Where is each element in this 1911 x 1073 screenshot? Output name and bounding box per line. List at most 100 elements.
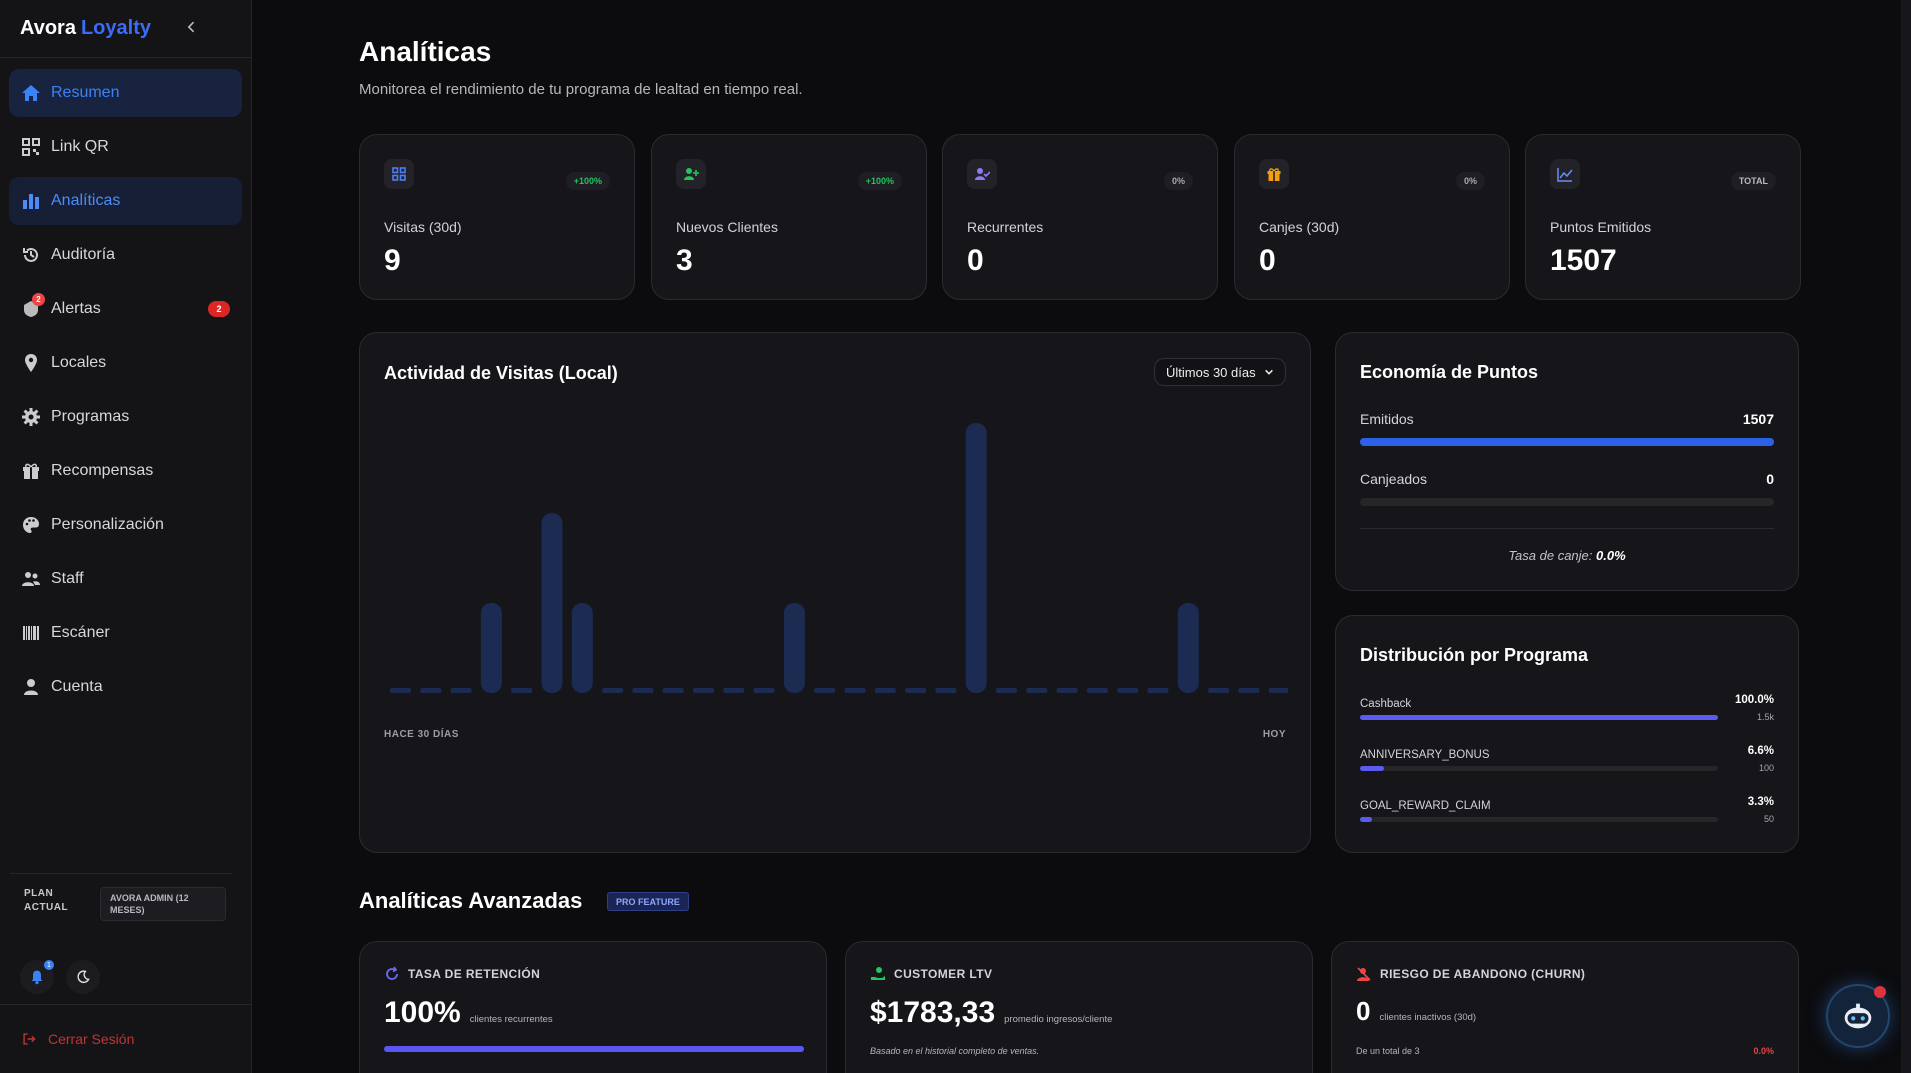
chart-bar[interactable] — [390, 688, 411, 693]
ltv-metric: $1783,33 promedio ingresos/cliente — [870, 996, 1288, 1030]
user-remove-icon — [1357, 967, 1371, 981]
chart-bar[interactable] — [1117, 688, 1139, 693]
chart-bar[interactable] — [1056, 688, 1078, 693]
sidebar-item-auditoria[interactable]: Auditoría — [9, 231, 242, 279]
plan-label: PLAN ACTUAL — [24, 888, 69, 913]
stat-change-chip: +100% — [857, 172, 902, 190]
retention-bar-fill — [384, 1046, 804, 1052]
chart-bar[interactable] — [602, 688, 624, 693]
range-select-value: Últimos 30 días — [1166, 364, 1256, 380]
chart-bar[interactable] — [965, 423, 987, 693]
chart-title: Actividad de Visitas (Local) — [384, 363, 618, 383]
program-pct: 6.6% — [1747, 745, 1774, 757]
points-economy-card: Economía de Puntos Emitidos 1507 Canjead… — [1335, 332, 1799, 591]
distribution-row: ANNIVERSARY_BONUS 6.6% 100 — [1360, 745, 1774, 773]
redeemed-value: 0 — [1766, 471, 1774, 487]
chart-bar[interactable] — [1177, 603, 1199, 693]
stat-card-canjes: 0% Canjes (30d) 0 — [1234, 134, 1510, 300]
logout-button[interactable]: Cerrar Sesión — [0, 1004, 252, 1047]
sidebar-item-alertas[interactable]: 2 Alertas 2 — [9, 285, 242, 333]
chart-bar[interactable] — [814, 688, 836, 693]
chart-bar[interactable] — [723, 688, 745, 693]
program-name: Cashback — [1360, 698, 1412, 710]
sidebar-item-programas[interactable]: Programas — [9, 393, 242, 441]
sidebar-item-cuenta[interactable]: Cuenta — [9, 663, 242, 711]
x-axis-start-label: HACE 30 DÍAS — [384, 729, 459, 740]
sidebar-item-recompensas[interactable]: Recompensas — [9, 447, 242, 495]
program-name: GOAL_REWARD_CLAIM — [1360, 800, 1491, 812]
sidebar-item-label: Analíticas — [51, 192, 121, 209]
range-select[interactable]: Últimos 30 días — [1154, 358, 1286, 386]
theme-toggle-button[interactable] — [66, 960, 100, 994]
stat-value: 1507 — [1550, 244, 1617, 277]
chart-bar[interactable] — [874, 688, 896, 693]
assistant-bot-button[interactable] — [1826, 984, 1890, 1048]
x-axis-end-label: HOY — [1262, 729, 1286, 740]
stat-change-chip: 0% — [1163, 172, 1193, 190]
qr-icon — [20, 136, 42, 158]
moon-icon — [77, 970, 90, 984]
sidebar: Avora Loyalty Resumen Link QR Analíticas… — [0, 0, 252, 1073]
sidebar-item-escaner[interactable]: Escáner — [9, 609, 242, 657]
users-icon — [20, 568, 42, 590]
chart-bar[interactable] — [844, 688, 866, 693]
sidebar-nav: Resumen Link QR Analíticas Auditoría 2 A… — [0, 58, 251, 711]
sidebar-item-label: Staff — [51, 570, 84, 587]
chart-bar[interactable] — [1208, 688, 1230, 693]
chart-bar[interactable] — [511, 688, 533, 693]
chart-bar[interactable] — [662, 688, 684, 693]
rate-value: 0.0% — [1596, 548, 1626, 563]
redeemed-label: Canjeados — [1360, 471, 1427, 487]
stat-total-chip: TOTAL — [1730, 172, 1776, 190]
sidebar-item-locales[interactable]: Locales — [9, 339, 242, 387]
chart-bar[interactable] — [632, 688, 654, 693]
stat-label: Puntos Emitidos — [1550, 219, 1652, 235]
brand-name: Avora — [20, 17, 76, 39]
ltv-value: $1783,33 — [870, 996, 996, 1029]
chart-bar[interactable] — [420, 688, 442, 693]
chart-bar[interactable] — [1026, 688, 1048, 693]
chevron-left-icon[interactable] — [181, 16, 203, 38]
money-hand-icon — [871, 967, 885, 980]
chart-bar[interactable] — [1086, 688, 1108, 693]
chart-bar[interactable] — [571, 603, 593, 693]
ltv-label: CUSTOMER LTV — [894, 967, 993, 981]
sidebar-item-resumen[interactable]: Resumen — [9, 69, 242, 117]
chart-bar[interactable] — [1268, 688, 1288, 693]
history-icon — [20, 244, 42, 266]
gear-icon — [20, 406, 42, 428]
chart-bar[interactable] — [753, 688, 775, 693]
chart-bar[interactable] — [480, 603, 502, 693]
logout-label: Cerrar Sesión — [48, 1031, 135, 1047]
chart-bar[interactable] — [1238, 688, 1260, 693]
sidebar-item-analiticas[interactable]: Analíticas — [9, 177, 242, 225]
sidebar-item-label: Cuenta — [51, 678, 103, 695]
chart-bar[interactable] — [450, 688, 472, 693]
sidebar-item-label: Escáner — [51, 624, 110, 641]
churn-label: RIESGO DE ABANDONO (CHURN) — [1380, 967, 1586, 981]
sidebar-item-link-qr[interactable]: Link QR — [9, 123, 242, 171]
chart-bar[interactable] — [905, 688, 927, 693]
program-count: 50 — [1763, 814, 1774, 824]
chart-bar[interactable] — [935, 688, 957, 693]
chart-bar[interactable] — [693, 688, 714, 693]
chart-bar[interactable] — [783, 603, 805, 693]
logout-icon — [23, 1033, 36, 1045]
ltv-card: CUSTOMER LTV $1783,33 promedio ingresos/… — [845, 941, 1313, 1073]
distribution-row: Cashback 100.0% 1.5k — [1360, 694, 1774, 722]
churn-card: RIESGO DE ABANDONO (CHURN) 0 clientes in… — [1331, 941, 1799, 1073]
sidebar-utilities: 1 — [20, 960, 100, 994]
chart-bar[interactable] — [996, 688, 1017, 693]
sidebar-item-staff[interactable]: Staff — [9, 555, 242, 603]
notifications-button[interactable]: 1 — [20, 960, 54, 994]
refresh-icon — [386, 966, 398, 980]
issued-label: Emitidos — [1360, 411, 1414, 427]
chart-bar[interactable] — [541, 513, 563, 693]
issued-value: 1507 — [1742, 411, 1774, 427]
page-scrollbar[interactable] — [1901, 0, 1911, 1073]
chart-bar[interactable] — [1147, 688, 1169, 693]
pro-feature-badge: PRO FEATURE — [607, 892, 689, 911]
ltv-note: Basado en el historial completo de venta… — [870, 1046, 1040, 1056]
sidebar-item-personalizacion[interactable]: Personalización — [9, 501, 242, 549]
gift-icon — [1259, 159, 1289, 189]
